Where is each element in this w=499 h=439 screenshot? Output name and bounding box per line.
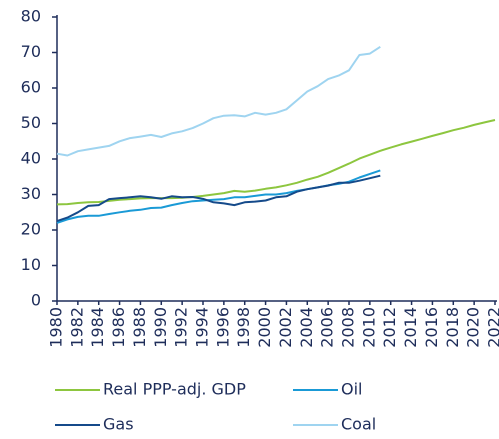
- x-tick-label: 1988: [130, 307, 149, 348]
- x-tick-label: 1986: [109, 307, 128, 348]
- y-tick-label: 0: [31, 291, 41, 310]
- series-line: [56, 169, 381, 224]
- y-tick-label: 20: [21, 220, 41, 239]
- y-tick-label: 60: [21, 78, 41, 97]
- x-tick-label: 2014: [401, 307, 420, 348]
- y-tick-label: 40: [21, 149, 41, 168]
- x-tick-label: 1980: [47, 307, 66, 348]
- legend-label: Gas: [103, 415, 134, 434]
- y-tick-label: 70: [21, 42, 41, 61]
- x-tick-label: 2002: [276, 307, 295, 348]
- x-tick-label: 1994: [193, 307, 212, 348]
- x-tick-label: 2022: [485, 307, 499, 348]
- legend-label: Real PPP-adj. GDP: [103, 380, 246, 399]
- series-line: [56, 119, 496, 206]
- x-tick-label: 2006: [318, 307, 337, 348]
- x-tick-label: 1984: [88, 307, 107, 348]
- x-tick-label: 1992: [172, 307, 191, 348]
- x-tick-label: 1996: [213, 307, 232, 348]
- y-tick-label: 30: [21, 184, 41, 203]
- x-tick-label: 2004: [297, 307, 316, 348]
- x-tick-label: 2000: [255, 307, 274, 348]
- y-tick-label: 10: [21, 255, 41, 274]
- x-tick-label: 2010: [359, 307, 378, 348]
- legend-label: Coal: [341, 415, 376, 434]
- x-tick-label: 1982: [67, 307, 86, 348]
- x-tick-label: 2018: [443, 307, 462, 348]
- series-line: [56, 174, 381, 223]
- x-tick-label: 1998: [234, 307, 253, 348]
- x-tick-label: 2012: [380, 307, 399, 348]
- x-tick-label: 2020: [464, 307, 483, 348]
- x-tick-label: 1990: [151, 307, 170, 348]
- series-line: [56, 45, 381, 157]
- y-tick-label: 50: [21, 113, 41, 132]
- x-tick-label: 2016: [422, 307, 441, 348]
- legend-label: Oil: [341, 380, 362, 399]
- x-tick-label: 2008: [339, 307, 358, 348]
- y-tick-label: 80: [21, 7, 41, 26]
